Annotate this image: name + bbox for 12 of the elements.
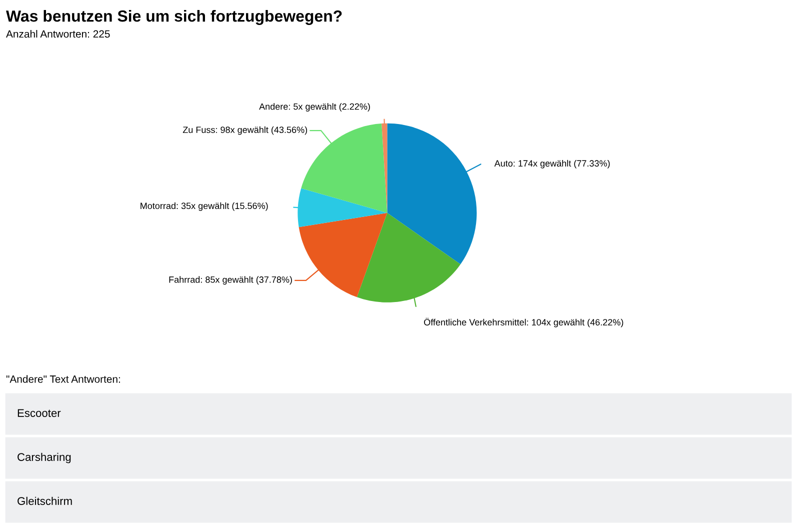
text: Carsharing: [18, 452, 71, 464]
chart-subtitle: Anzahl Antworten: 225: [6, 30, 110, 38]
text: Gleitschirm: [18, 496, 72, 505]
slice-label: Motorrad: 35x gewählt (15.56%): [140, 202, 268, 211]
slice-label: Öffentliche Verkehrsmittel: 104x gewählt (46.22%): [424, 318, 624, 328]
slice-label: Zu Fuss: 98x gewählt (43.56%): [182, 126, 308, 135]
slice-label: Fahrrad: 85x gewählt (37.78%): [169, 276, 292, 285]
slice-label: Auto: 174x gewählt (77.33%): [494, 160, 610, 168]
text: Escooter: [18, 409, 61, 417]
slice-label: Andere: 5x gewählt (2.22%): [259, 103, 370, 112]
text: "Andere" Text Antworten:: [6, 375, 120, 383]
chart-title: Was benutzen Sie um sich fortzugbewegen?: [6, 10, 342, 25]
